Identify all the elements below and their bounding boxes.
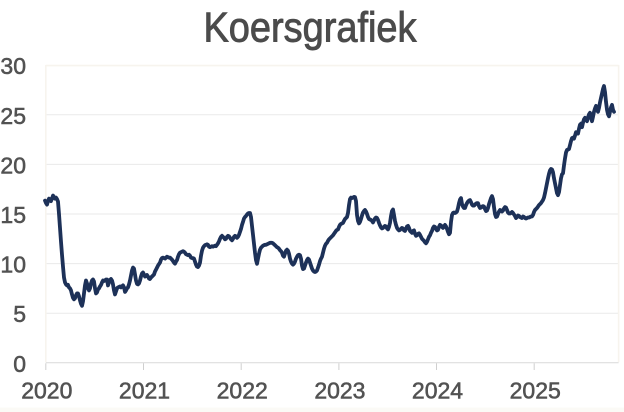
svg-text:2023: 2023 (314, 377, 365, 403)
svg-text:5: 5 (13, 301, 26, 327)
svg-text:Koersgrafiek: Koersgrafiek (204, 3, 417, 50)
svg-text:25: 25 (0, 103, 26, 129)
svg-text:2021: 2021 (119, 377, 170, 403)
svg-text:15: 15 (0, 202, 26, 228)
svg-text:20: 20 (0, 152, 26, 178)
svg-text:10: 10 (0, 252, 26, 278)
svg-text:0: 0 (13, 351, 26, 377)
svg-text:2020: 2020 (21, 377, 72, 403)
svg-text:2024: 2024 (412, 377, 463, 403)
svg-text:2022: 2022 (217, 377, 268, 403)
svg-text:2025: 2025 (510, 377, 561, 403)
svg-text:30: 30 (0, 53, 26, 79)
